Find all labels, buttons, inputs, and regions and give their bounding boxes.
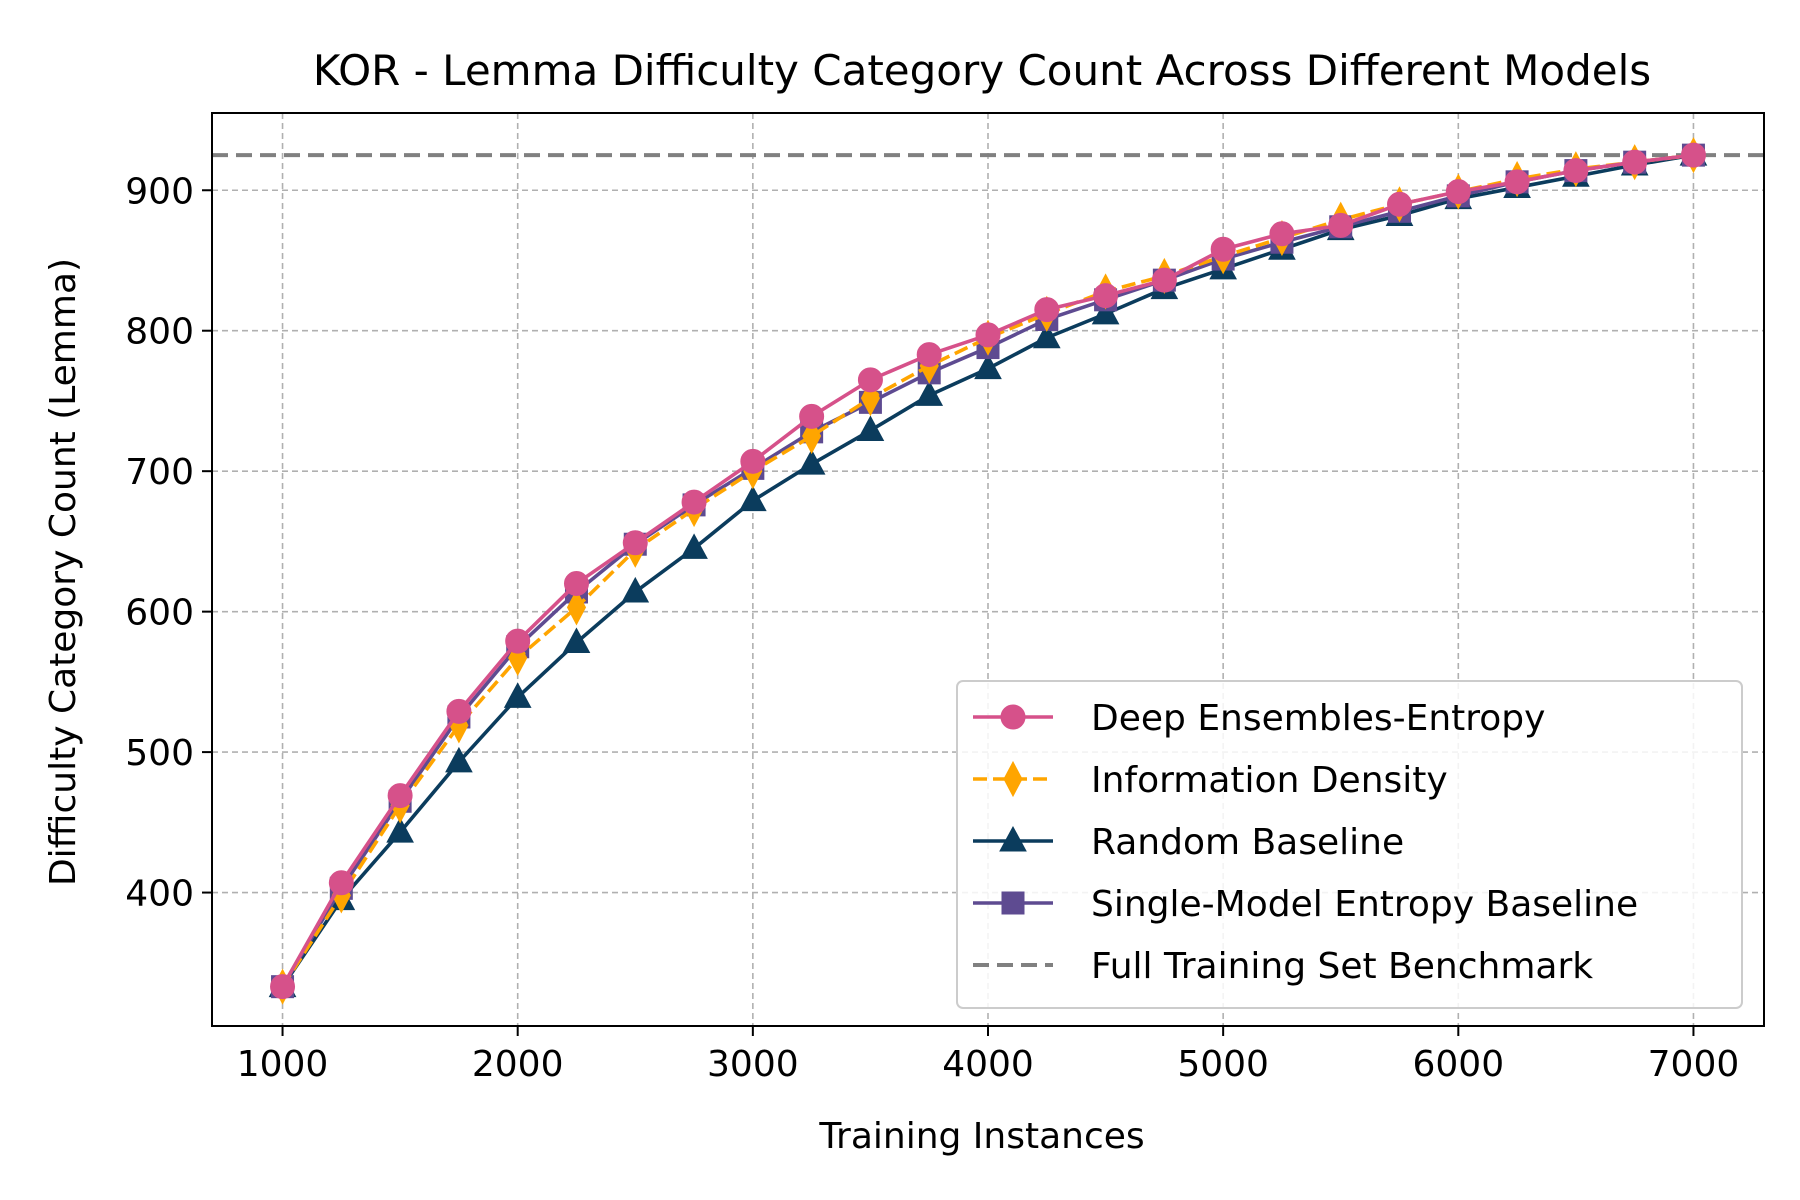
data-point xyxy=(1091,298,1120,325)
legend-marker xyxy=(1001,891,1025,915)
series-deep-ensembles-entropy xyxy=(270,142,1706,1000)
y-tick-label: 400 xyxy=(125,874,194,915)
data-point xyxy=(975,322,1001,348)
data-point xyxy=(1093,283,1119,309)
data-point xyxy=(386,817,414,843)
x-tick-label: 3000 xyxy=(707,1044,799,1085)
data-point xyxy=(387,783,413,809)
legend-item-information-density: Information Density xyxy=(973,760,1448,801)
data-point xyxy=(799,403,825,429)
y-tick-label: 900 xyxy=(125,171,194,212)
data-point xyxy=(562,627,591,654)
data-point xyxy=(445,746,473,773)
y-tick-label: 700 xyxy=(125,452,194,493)
data-point xyxy=(328,870,354,896)
data-point xyxy=(1210,236,1236,262)
legend-marker xyxy=(999,825,1027,852)
data-point xyxy=(563,571,589,597)
data-point xyxy=(1032,322,1061,349)
legend-label: Deep Ensembles-Entropy xyxy=(1091,698,1545,739)
x-tick-label: 5000 xyxy=(1177,1044,1269,1085)
legend-marker xyxy=(1003,760,1023,798)
data-point xyxy=(740,448,766,474)
data-point xyxy=(739,485,767,512)
data-point xyxy=(505,628,531,654)
legend-label: Random Baseline xyxy=(1091,822,1404,863)
series-layer xyxy=(268,137,1708,1005)
data-point xyxy=(1387,191,1413,217)
y-axis: 400 500 600 700 800 900 xyxy=(125,171,212,915)
x-axis: 1000 2000 3000 4000 5000 6000 7000 xyxy=(237,1026,1740,1085)
data-point xyxy=(797,449,826,475)
data-point xyxy=(1151,267,1177,293)
legend-label: Information Density xyxy=(1091,760,1448,801)
data-point xyxy=(974,353,1002,380)
data-point xyxy=(681,489,707,515)
x-tick-label: 4000 xyxy=(942,1044,1034,1085)
data-point xyxy=(916,342,942,368)
legend-item-deep-ensembles-entropy: Deep Ensembles-Entropy xyxy=(973,698,1545,739)
data-point xyxy=(622,530,648,556)
legend-item-single-model-entropy-baseline: Single-Model Entropy Baseline xyxy=(973,884,1638,925)
x-axis-label: Training Instances xyxy=(818,1116,1144,1157)
y-tick-label: 600 xyxy=(125,593,194,634)
data-point xyxy=(270,974,296,1000)
legend-box xyxy=(956,680,1743,1009)
data-point xyxy=(1328,212,1354,238)
x-tick-label: 1000 xyxy=(237,1044,329,1085)
data-point xyxy=(1269,221,1295,247)
legend: Deep Ensembles-Entropy Information Densit… xyxy=(956,680,1743,1009)
legend-label: Single-Model Entropy Baseline xyxy=(1091,884,1638,925)
data-point xyxy=(1622,149,1648,175)
data-point xyxy=(621,576,650,603)
legend-item-random-baseline: Random Baseline xyxy=(973,822,1404,863)
y-axis-label: Difficulty Category Count (Lemma) xyxy=(43,258,84,886)
x-tick-label: 2000 xyxy=(472,1044,564,1085)
data-point xyxy=(566,589,587,626)
legend-item-full-training-set-benchmark: Full Training Set Benchmark xyxy=(973,946,1593,987)
chart-title: KOR - Lemma Difficulty Category Count Ac… xyxy=(313,46,1651,95)
data-point xyxy=(446,698,472,724)
legend-marker xyxy=(1000,704,1026,730)
x-tick-label: 6000 xyxy=(1412,1044,1504,1085)
data-point xyxy=(1680,142,1706,168)
legend-label: Full Training Set Benchmark xyxy=(1091,946,1593,987)
x-tick-label: 7000 xyxy=(1648,1044,1740,1085)
data-point xyxy=(1445,179,1471,205)
data-point xyxy=(1504,169,1530,195)
data-point xyxy=(1034,297,1060,323)
y-tick-label: 500 xyxy=(125,733,194,774)
data-point xyxy=(915,380,944,406)
data-point xyxy=(856,415,885,441)
y-tick-label: 800 xyxy=(125,312,194,353)
data-point xyxy=(680,533,708,559)
data-point xyxy=(1563,158,1589,184)
data-point xyxy=(503,682,532,708)
data-point xyxy=(857,367,883,393)
